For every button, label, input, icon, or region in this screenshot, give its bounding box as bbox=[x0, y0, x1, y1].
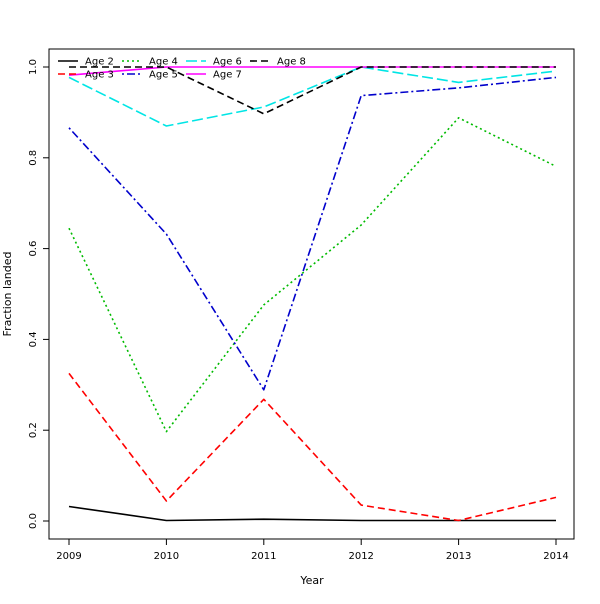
series-line-age-3 bbox=[68, 372, 557, 522]
y-axis-label: Fraction landed bbox=[1, 252, 14, 337]
x-axis-label: Year bbox=[299, 574, 324, 587]
x-axis: 2009 2010 2011 2012 2013 2014 bbox=[56, 539, 569, 562]
y-tick-label: 0.6 bbox=[28, 241, 39, 257]
x-tick-label: 2010 bbox=[154, 551, 179, 562]
x-tick-label: 2014 bbox=[543, 551, 568, 562]
y-tick-label: 0.4 bbox=[28, 331, 39, 347]
y-axis: 0.0 0.2 0.4 0.6 0.8 1.0 bbox=[28, 59, 49, 529]
legend: Age 2 Age 3 Age 4 Age 5 Age 6 Age 7 Age 8 bbox=[58, 57, 306, 81]
legend-label: Age 3 bbox=[85, 70, 114, 81]
legend-label: Age 2 bbox=[85, 57, 114, 68]
legend-label: Age 4 bbox=[149, 57, 178, 68]
series-line-age-5 bbox=[68, 76, 557, 391]
y-tick-label: 0.2 bbox=[28, 422, 39, 438]
series-line-age-7 bbox=[68, 66, 556, 76]
series-line-age-4 bbox=[68, 117, 557, 433]
legend-label: Age 5 bbox=[149, 70, 178, 81]
y-tick-label: 0.0 bbox=[28, 513, 39, 529]
series-line-age-8 bbox=[69, 66, 556, 115]
series-line-age-2 bbox=[68, 505, 556, 522]
legend-label: Age 8 bbox=[277, 57, 306, 68]
legend-label: Age 7 bbox=[213, 70, 242, 81]
series-layer bbox=[68, 66, 557, 522]
plot-frame bbox=[48, 48, 575, 540]
x-tick-label: 2009 bbox=[56, 551, 81, 562]
x-tick-label: 2013 bbox=[446, 551, 471, 562]
x-tick-label: 2011 bbox=[251, 551, 276, 562]
series-line-age-6 bbox=[68, 66, 557, 127]
y-tick-label: 1.0 bbox=[28, 59, 39, 75]
x-tick-label: 2012 bbox=[348, 551, 373, 562]
y-tick-label: 0.8 bbox=[28, 150, 39, 166]
legend-label: Age 6 bbox=[213, 57, 242, 68]
